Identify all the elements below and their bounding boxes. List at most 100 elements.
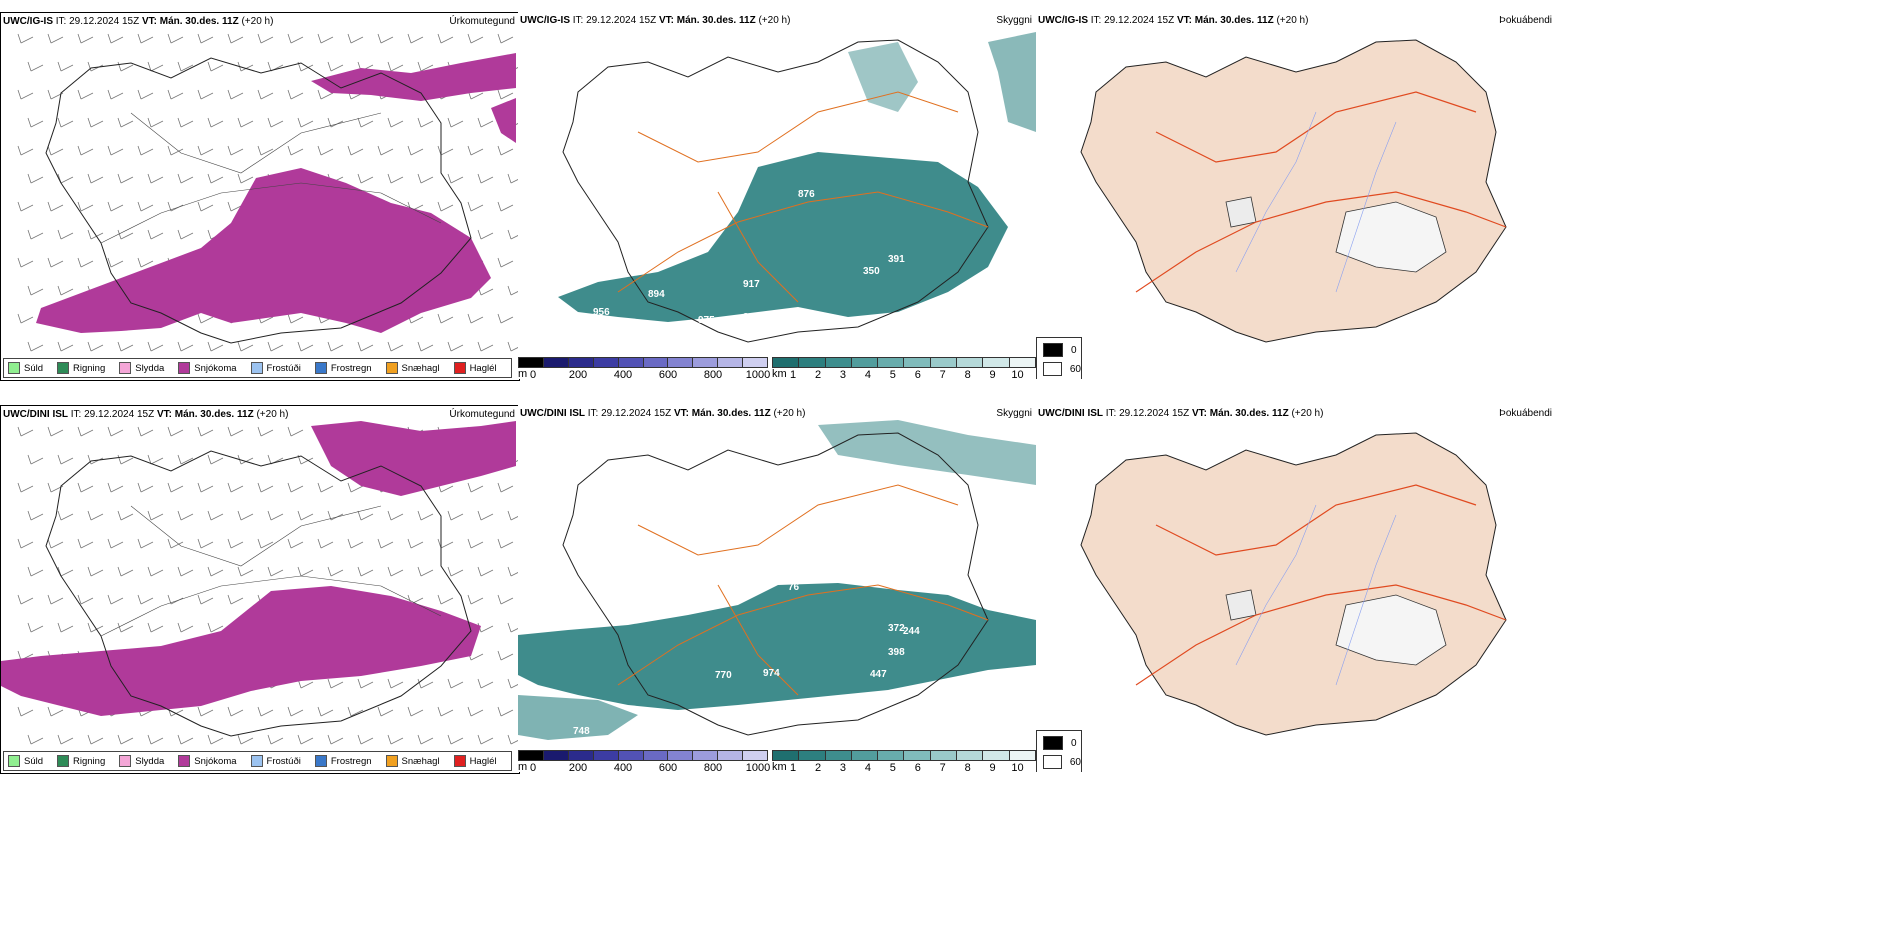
colorbar-segment <box>618 751 644 760</box>
colorbar-segment <box>668 751 694 760</box>
wind-barb <box>497 538 514 549</box>
wind-barb <box>447 117 464 128</box>
ptype-swatch <box>178 755 191 767</box>
cloud-labels: 876 350 391 894 917 956 975 245 <box>593 189 905 326</box>
precip-panel-row2: UWC/DINI ISL IT: 29.12.2024 15Z VT: Mán.… <box>0 405 520 774</box>
wind-barb <box>167 33 184 44</box>
wind-barb <box>327 678 344 689</box>
wind-barb <box>497 313 514 324</box>
wind-barb <box>137 594 154 605</box>
ptype-label: Frostregn <box>330 362 372 374</box>
wind-barb <box>177 454 194 465</box>
wind-barb <box>477 678 494 689</box>
wind-barb <box>387 341 404 352</box>
colorbar-segment <box>1009 358 1035 367</box>
colorbar-segment <box>930 751 958 760</box>
ptype-swatch <box>250 755 263 767</box>
wind-barb <box>207 734 224 745</box>
snow-area-ne <box>491 98 516 143</box>
wind-barb <box>117 117 134 128</box>
wind-barb <box>137 257 154 268</box>
wind-barb <box>147 734 164 745</box>
wind-barb <box>237 117 254 128</box>
fog-legend-row2: 0 60 <box>1036 730 1082 772</box>
wind-barb <box>17 145 34 156</box>
cloud-header-row1: UWC/IG-IS IT: 29.12.2024 15Z VT: Mán. 30… <box>520 15 791 26</box>
wind-barb <box>117 61 134 72</box>
visibility-unit: km <box>772 368 787 379</box>
visibility-colorbar-row2: 1 2 3 4 5 6 7 8 9 10 km <box>772 750 1036 772</box>
wind-barb <box>387 173 404 184</box>
wind-barb <box>317 145 334 156</box>
cloud-base-label: 76 <box>788 582 800 593</box>
wind-barb <box>327 566 344 577</box>
wind-barb <box>407 706 424 717</box>
ptype-swatch <box>250 362 263 374</box>
cloud-base-label: 894 <box>648 289 665 300</box>
wind-barb <box>417 734 434 745</box>
wind-barb <box>287 482 304 493</box>
wind-barb <box>27 510 44 521</box>
wind-barb <box>227 594 244 605</box>
precip-header-row1: UWC/IG-IS IT: 29.12.2024 15Z VT: Mán. 30… <box>3 16 274 27</box>
colorbar-segment <box>930 358 958 367</box>
wind-barb <box>347 706 364 717</box>
colorbar-tick: 10 <box>1011 762 1024 772</box>
wind-barb <box>147 566 164 577</box>
cloud-base-label: 975 <box>698 315 715 326</box>
wind-barb <box>27 173 44 184</box>
wind-barb <box>77 257 94 268</box>
wind-barb <box>197 426 214 437</box>
precip-title-row2: Úrkomutegund <box>449 409 515 420</box>
wind-barb <box>327 341 344 352</box>
wind-barb <box>197 145 214 156</box>
ptype-swatch <box>8 362 20 374</box>
wind-barb <box>357 734 374 745</box>
wind-barb <box>447 734 464 745</box>
wind-barb <box>17 482 34 493</box>
wind-barb <box>467 482 484 493</box>
ptype-swatch <box>385 362 398 374</box>
colorbar-segment <box>851 751 879 760</box>
wind-barb <box>477 117 494 128</box>
colorbar-segment <box>743 751 768 760</box>
wind-barb <box>287 313 304 324</box>
colorbar-tick: 5 <box>889 369 896 379</box>
precip-panel-row1: UWC/IG-IS IT: 29.12.2024 15Z VT: Mán. 30… <box>0 12 520 381</box>
wind-barb <box>507 173 519 184</box>
ceiling-unit: m <box>518 761 528 772</box>
wind-barb <box>17 257 34 268</box>
colorbar-segment <box>543 358 569 367</box>
wind-barb <box>357 678 374 689</box>
cloud-header-row2: UWC/DINI ISL IT: 29.12.2024 15Z VT: Mán.… <box>520 408 806 419</box>
wind-barb <box>47 426 64 437</box>
cloud-area <box>518 583 1036 710</box>
coastline <box>562 432 989 736</box>
wind-barb <box>197 594 214 605</box>
cloud-area-n <box>848 42 918 112</box>
ptype-label: Rigning <box>73 362 106 374</box>
wind-barb <box>267 341 284 352</box>
wind-barb <box>447 678 464 689</box>
wind-barb <box>87 173 104 184</box>
wind-barb <box>177 510 194 521</box>
colorbar-tick: 9 <box>989 762 996 772</box>
wind-barb <box>117 510 134 521</box>
ptype-legend-row1: Súld Rigning Slydda Snjókoma Frostúði Frostre… <box>3 358 512 378</box>
wind-barb <box>437 313 454 324</box>
cloud-base-label: 770 <box>715 670 732 681</box>
ptype-swatch <box>314 362 327 374</box>
wind-barb <box>287 33 304 44</box>
colorbar-tick: 600 <box>658 762 678 772</box>
wind-barb <box>117 734 134 745</box>
ptype-label: Slydda <box>135 755 165 767</box>
wind-barb <box>77 201 94 212</box>
wind-barb <box>357 173 374 184</box>
precip-header-row2: UWC/DINI ISL IT: 29.12.2024 15Z VT: Mán.… <box>3 409 289 420</box>
colorbar-segment <box>825 358 852 367</box>
wind-barb <box>227 89 244 100</box>
colorbar-segment <box>668 358 694 367</box>
wind-barb <box>87 61 104 72</box>
wind-barb <box>167 201 184 212</box>
wind-barb <box>167 89 184 100</box>
